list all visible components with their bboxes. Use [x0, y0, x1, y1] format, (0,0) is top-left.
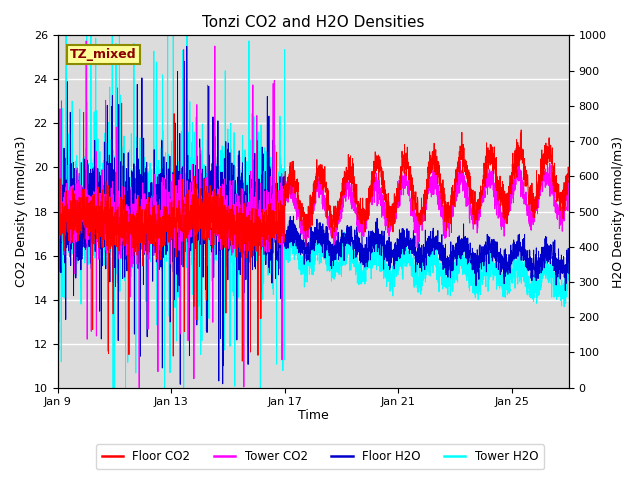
- Legend: Floor CO2, Tower CO2, Floor H2O, Tower H2O: Floor CO2, Tower CO2, Floor H2O, Tower H…: [96, 444, 544, 469]
- X-axis label: Time: Time: [298, 409, 328, 422]
- Text: TZ_mixed: TZ_mixed: [70, 48, 137, 60]
- Y-axis label: H2O Density (mmol/m3): H2O Density (mmol/m3): [612, 135, 625, 288]
- Title: Tonzi CO2 and H2O Densities: Tonzi CO2 and H2O Densities: [202, 15, 424, 30]
- Y-axis label: CO2 Density (mmol/m3): CO2 Density (mmol/m3): [15, 136, 28, 287]
